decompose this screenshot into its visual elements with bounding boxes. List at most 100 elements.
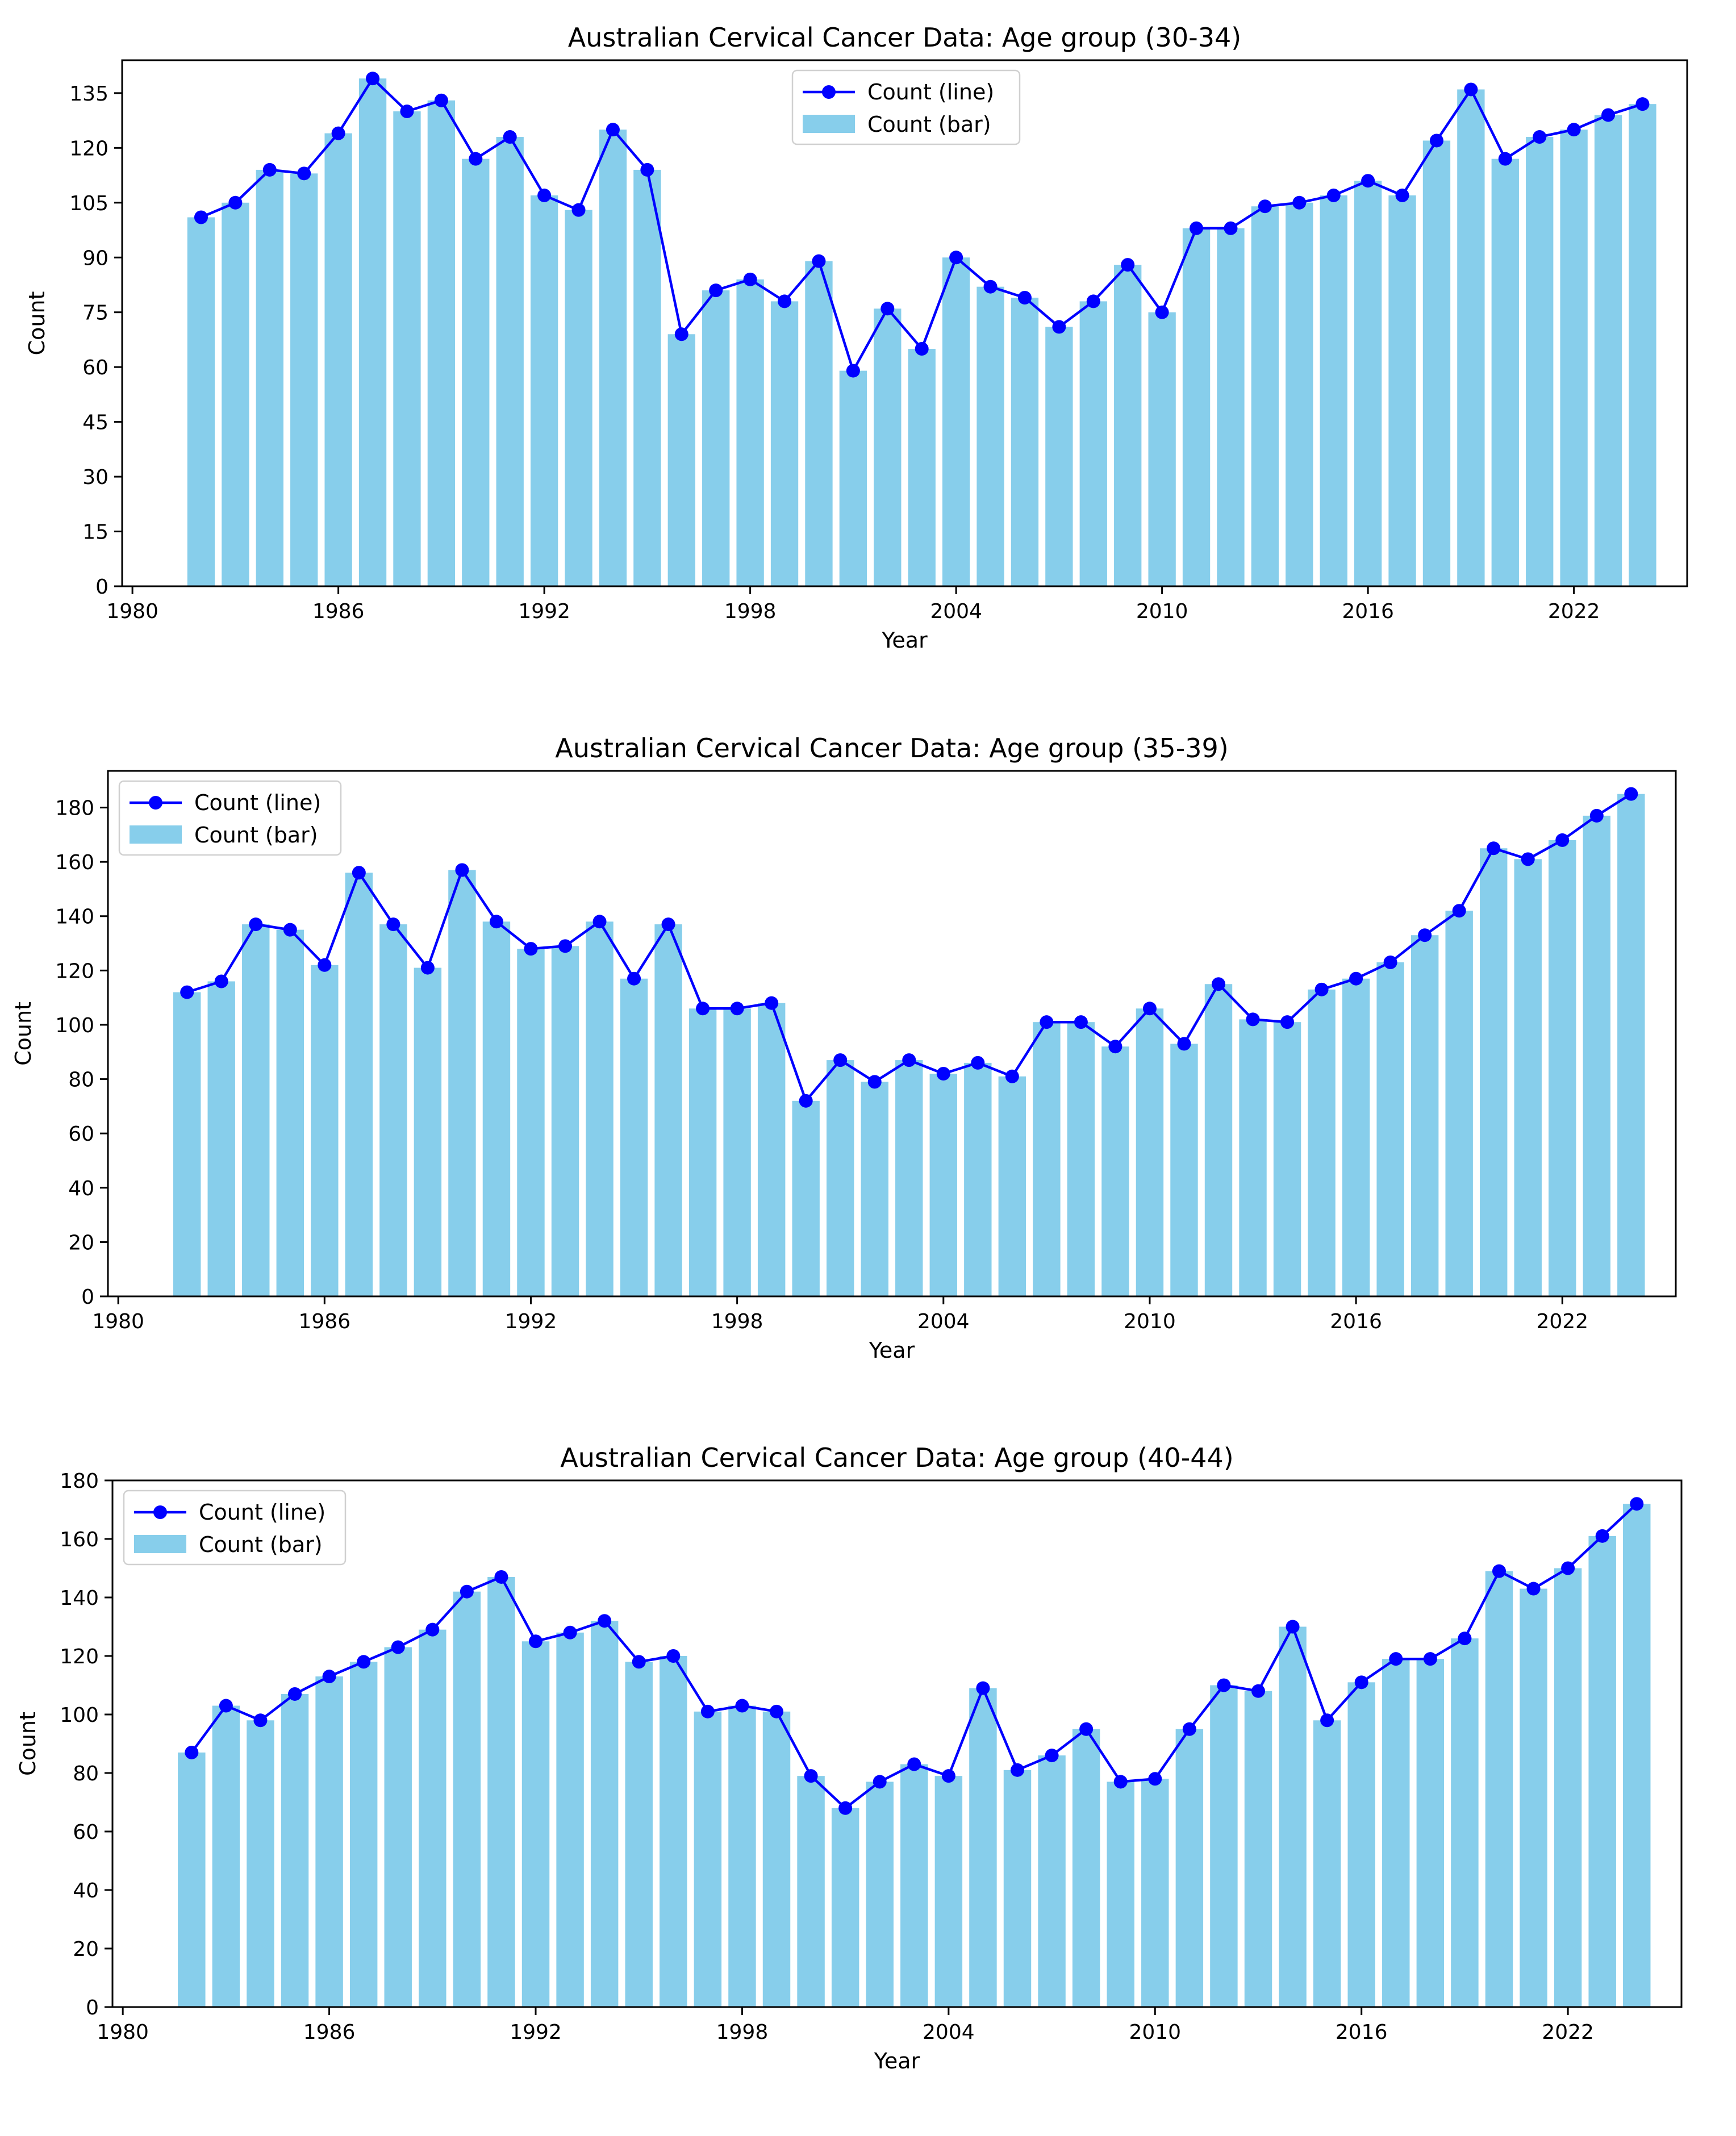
bar [770, 301, 799, 586]
x-tick-label: 2010 [1124, 1310, 1176, 1333]
bar [1204, 984, 1233, 1296]
x-tick-label: 1998 [716, 2021, 769, 2044]
data-point [1423, 1652, 1437, 1666]
bar [178, 1752, 206, 2007]
bar [1520, 1588, 1547, 2007]
data-point [735, 1699, 749, 1713]
bar [315, 1676, 343, 2007]
legend [123, 1490, 347, 1566]
data-point [214, 974, 228, 988]
bar [1354, 181, 1382, 586]
y-axis-label: Count [11, 1002, 36, 1066]
legend-bar-label: Count (bar) [194, 823, 318, 848]
data-point [1635, 97, 1650, 111]
bar [590, 1621, 619, 2007]
data-point [674, 327, 688, 341]
data-point [558, 939, 572, 953]
data-point [1354, 1675, 1368, 1689]
bar [517, 949, 545, 1296]
data-point [1601, 108, 1616, 122]
bar [1251, 206, 1279, 586]
y-tick-label: 20 [73, 1938, 99, 1961]
bar [874, 308, 902, 586]
x-tick-label: 1998 [711, 1310, 763, 1333]
y-tick-label: 0 [86, 1996, 99, 2020]
data-point [1389, 1652, 1403, 1666]
y-tick-label: 60 [73, 1821, 99, 1844]
data-point [1040, 1015, 1054, 1029]
y-tick-label: 120 [69, 137, 108, 160]
bar [448, 870, 476, 1296]
bar [556, 1632, 584, 2007]
x-tick-label: 2016 [1342, 600, 1394, 623]
y-tick-label: 90 [82, 247, 108, 270]
x-tick-label: 1992 [505, 1310, 557, 1333]
bar [1623, 1504, 1651, 2007]
bar [1279, 1626, 1307, 2007]
data-point [1589, 808, 1604, 823]
legend-bar-swatch [803, 115, 855, 133]
data-point [219, 1699, 233, 1713]
bar [1320, 195, 1347, 586]
bar [895, 1060, 923, 1296]
y-tick-label: 60 [68, 1123, 94, 1146]
bar [1072, 1729, 1100, 2007]
data-point [661, 917, 675, 932]
data-point [1113, 1775, 1128, 1789]
bar [827, 1060, 854, 1296]
x-axis-label: Year [881, 628, 928, 653]
data-point [571, 203, 586, 217]
data-point [1349, 971, 1363, 986]
y-tick-label: 120 [55, 959, 94, 983]
bar [1549, 840, 1576, 1296]
x-axis-label: Year [869, 1338, 915, 1363]
bar [861, 1082, 888, 1296]
data-point [469, 152, 483, 166]
data-point [1595, 1529, 1609, 1543]
bar [969, 1688, 997, 2007]
legend-bar-label: Count (bar) [199, 1532, 323, 1557]
bar [1347, 1682, 1375, 2007]
data-point [1521, 852, 1535, 866]
data-point [765, 996, 779, 1010]
bar [797, 1776, 825, 2007]
plot-frame [121, 59, 1688, 587]
chart-title: Australian Cervical Cancer Data: Age gro… [560, 1442, 1233, 1473]
chart-title: Australian Cervical Cancer Data: Age gro… [555, 733, 1228, 764]
data-point [386, 917, 400, 932]
data-point [1045, 1749, 1059, 1763]
x-tick-label: 2016 [1336, 2021, 1388, 2044]
bar [521, 1641, 550, 2007]
x-tick-label: 2022 [1542, 2021, 1594, 2044]
bar [276, 929, 304, 1296]
bar [379, 924, 407, 1296]
bar [1107, 1782, 1134, 2007]
data-point [391, 1640, 405, 1654]
data-point [1630, 1497, 1644, 1511]
bar [1038, 1755, 1066, 2007]
data-point [1280, 1015, 1295, 1029]
data-point [730, 1002, 744, 1016]
bar [482, 921, 511, 1296]
bar [1342, 978, 1370, 1296]
bar [1588, 1536, 1616, 2007]
bar [1480, 848, 1508, 1296]
data-point [1108, 1040, 1122, 1054]
data-point [537, 188, 552, 202]
data-point [1383, 956, 1397, 970]
data-point [873, 1775, 887, 1789]
legend-line-label: Count (line) [194, 790, 321, 815]
legend-marker-swatch [153, 1505, 167, 1519]
data-point [1258, 199, 1272, 214]
legend [118, 780, 342, 856]
data-point [529, 1634, 543, 1649]
bar [1273, 1022, 1301, 1296]
bar [1033, 1022, 1061, 1296]
data-point [563, 1625, 577, 1639]
x-tick-label: 2004 [923, 2021, 975, 2044]
data-point [1286, 1620, 1300, 1634]
bar [419, 1629, 446, 2007]
data-point [1526, 1582, 1541, 1596]
data-point [262, 162, 277, 177]
data-point [253, 1713, 268, 1728]
